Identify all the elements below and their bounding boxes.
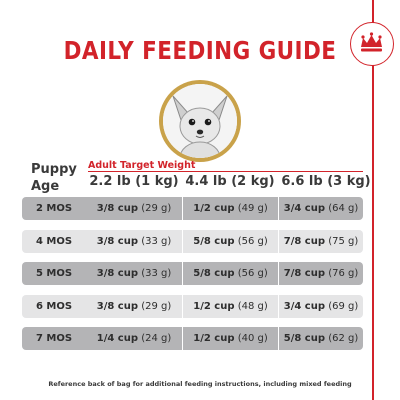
adult-target-weight-underline	[88, 171, 363, 172]
cups-value: 1/2 cup	[193, 333, 235, 344]
age-cell: 6 MOS	[35, 300, 73, 312]
amount-cell: 1/2 cup (48 g)	[182, 294, 278, 318]
column-header-2-2-lb: 2.2 lb (1 kg)	[89, 174, 179, 189]
amount-cell: 3/4 cup (64 g)	[278, 197, 363, 220]
table-row: 2 MOS 3/8 cup (29 g) 1/2 cup (49 g) 3/4 …	[22, 197, 363, 220]
column-header-4-4-lb: 4.4 lb (2 kg)	[185, 174, 275, 189]
page-title: DAILY FEEDING GUIDE	[63, 36, 337, 65]
column-header-6-6-lb: 6.6 lb (3 kg)	[281, 174, 371, 189]
grams-value: (29 g)	[141, 300, 172, 312]
table-row: 6 MOS 3/8 cup (29 g) 1/2 cup (48 g) 3/4 …	[22, 294, 363, 318]
adult-target-weight-label: Adult Target Weight	[88, 160, 196, 171]
cups-value: 7/8 cup	[283, 235, 325, 247]
grams-value: (49 g)	[237, 203, 268, 214]
amount-cell: 5/8 cup (56 g)	[182, 262, 278, 285]
amount-cell: 3/8 cup (29 g)	[86, 295, 182, 318]
grams-value: (76 g)	[328, 268, 359, 279]
age-cell: 4 MOS	[35, 235, 73, 247]
grams-value: (48 g)	[237, 300, 268, 312]
table-row: 4 MOS 3/8 cup (33 g) 5/8 cup (56 g) 7/8 …	[22, 229, 363, 253]
grams-value: (40 g)	[237, 333, 268, 344]
amount-cell: 3/8 cup (29 g)	[86, 197, 182, 220]
cups-value: 5/8 cup	[283, 333, 325, 344]
amount-cell: 1/2 cup (40 g)	[182, 327, 278, 350]
chihuahua-puppy-icon	[159, 80, 241, 162]
amount-cell: 5/8 cup (62 g)	[278, 327, 363, 350]
cups-value: 1/2 cup	[193, 300, 235, 312]
age-cell: 5 MOS	[35, 268, 73, 279]
cups-value: 3/8 cup	[96, 268, 138, 279]
amount-cell: 1/2 cup (49 g)	[182, 197, 278, 220]
table-row: 7 MOS 1/4 cup (24 g) 1/2 cup (40 g) 5/8 …	[22, 327, 363, 350]
cups-value: 5/8 cup	[193, 235, 235, 247]
grams-value: (64 g)	[328, 203, 359, 214]
cups-value: 1/2 cup	[193, 203, 235, 214]
feeding-table: 2 MOS 3/8 cup (29 g) 1/2 cup (49 g) 3/4 …	[22, 197, 363, 360]
cups-value: 5/8 cup	[193, 268, 235, 279]
amount-cell: 3/8 cup (33 g)	[86, 262, 182, 285]
grams-value: (62 g)	[328, 333, 359, 344]
amount-cell: 5/8 cup (56 g)	[182, 229, 278, 253]
crown-icon	[350, 22, 394, 66]
grams-value: (33 g)	[141, 268, 172, 279]
age-cell: 7 MOS	[35, 333, 73, 344]
brand-divider-line	[372, 0, 374, 400]
cups-value: 3/8 cup	[96, 300, 138, 312]
grams-value: (75 g)	[328, 235, 359, 247]
table-row: 5 MOS 3/8 cup (33 g) 5/8 cup (56 g) 7/8 …	[22, 262, 363, 285]
cups-value: 3/8 cup	[96, 235, 138, 247]
grams-value: (33 g)	[141, 235, 172, 247]
footnote: Reference back of bag for additional fee…	[48, 380, 352, 388]
cups-value: 3/4 cup	[283, 203, 325, 214]
cups-value: 3/4 cup	[283, 300, 325, 312]
amount-cell: 3/8 cup (33 g)	[86, 230, 182, 253]
grams-value: (29 g)	[141, 203, 172, 214]
amount-cell: 1/4 cup (24 g)	[86, 327, 182, 350]
puppy-age-header: Puppy Age	[31, 162, 77, 194]
age-cell: 2 MOS	[35, 203, 73, 214]
amount-cell: 7/8 cup (75 g)	[278, 229, 363, 253]
amount-cell: 3/4 cup (69 g)	[278, 294, 363, 318]
amount-cell: 7/8 cup (76 g)	[278, 262, 363, 285]
grams-value: (56 g)	[237, 268, 268, 279]
grams-value: (69 g)	[328, 300, 359, 312]
grams-value: (24 g)	[141, 333, 172, 344]
cups-value: 1/4 cup	[96, 333, 138, 344]
cups-value: 7/8 cup	[283, 268, 325, 279]
cups-value: 3/8 cup	[96, 203, 138, 214]
grams-value: (56 g)	[237, 235, 268, 247]
